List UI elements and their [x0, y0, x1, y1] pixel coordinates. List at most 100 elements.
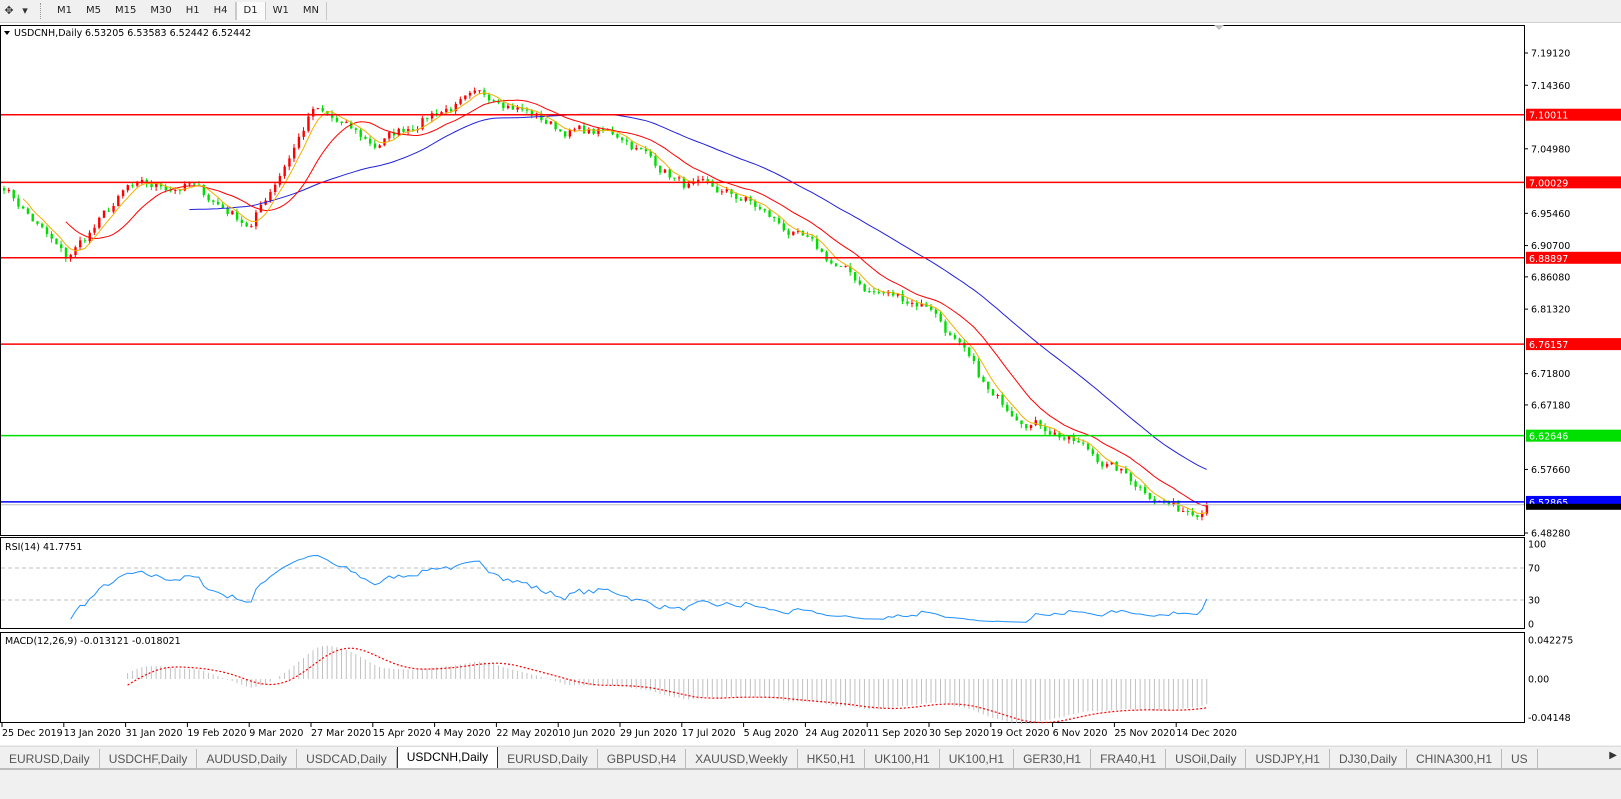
tab-us[interactable]: US: [1502, 749, 1538, 769]
tab-usdchf-daily[interactable]: USDCHF,Daily: [100, 749, 198, 769]
candle-body: [378, 145, 381, 148]
toolbar-grip[interactable]: [40, 3, 44, 19]
candle: [7, 187, 11, 193]
tab-china300-h1[interactable]: CHINA300,H1: [1407, 749, 1503, 769]
candle: [796, 228, 800, 234]
candle: [853, 271, 857, 284]
time-tick-label: 25 Nov 2020: [1114, 728, 1175, 739]
candle-body: [853, 272, 857, 281]
candle: [621, 136, 624, 144]
level-price-label: 6.62646: [1529, 432, 1568, 443]
candle-body: [26, 208, 30, 214]
candle: [1153, 495, 1156, 505]
timeframe-h4[interactable]: H4: [213, 5, 228, 16]
candle-body: [659, 165, 662, 173]
candle-body: [193, 183, 196, 185]
candle: [1148, 492, 1152, 501]
tab-fra40-h1[interactable]: FRA40,H1: [1091, 749, 1167, 769]
timeframe-mn[interactable]: MN: [302, 5, 319, 16]
candle: [454, 101, 458, 115]
candle: [887, 290, 890, 297]
candle-body: [464, 95, 467, 100]
tab-hk50-h1[interactable]: HK50,H1: [798, 749, 866, 769]
time-tick-label: 27 Mar 2020: [311, 728, 371, 739]
candle-body: [426, 118, 429, 120]
dropdown-arrow-icon[interactable]: ▾: [22, 4, 28, 17]
tab-eurusd-daily[interactable]: EURUSD,Daily: [0, 749, 100, 769]
tab-scroll-right-icon[interactable]: ▶: [1609, 750, 1617, 761]
timeframe-h1[interactable]: H1: [185, 5, 200, 16]
candle: [963, 338, 966, 352]
candle: [701, 175, 705, 182]
candle-body: [1010, 411, 1014, 417]
time-tick-label: 10 Jun 2020: [558, 728, 615, 739]
timeframe-m30[interactable]: M30: [150, 5, 172, 16]
tab-eurusd-daily[interactable]: EURUSD,Daily: [498, 749, 598, 769]
candle: [763, 208, 767, 213]
candles: [3, 87, 1209, 521]
candle: [863, 283, 866, 293]
candle-body: [725, 189, 728, 192]
candle: [563, 131, 567, 139]
chart-window[interactable]: 7.19120 7.14360 7.04980 6.95460 6.90700 6.860…: [0, 23, 1621, 745]
candle-body: [188, 183, 191, 185]
candle: [364, 135, 367, 140]
candle-body: [554, 121, 557, 130]
price-tick-label: 7.14360: [1531, 81, 1570, 92]
timeframe-w1[interactable]: W1: [272, 5, 289, 16]
candle-body: [654, 156, 657, 166]
candle-body: [706, 179, 709, 182]
candle-body: [273, 184, 277, 193]
candle: [782, 219, 786, 232]
candle: [426, 117, 429, 122]
candle: [74, 245, 77, 257]
tab-uk100-h1[interactable]: UK100,H1: [865, 749, 940, 769]
candle-body: [1034, 420, 1037, 426]
tab-xauusd-weekly[interactable]: XAUUSD,Weekly: [686, 749, 798, 769]
candle-body: [673, 177, 676, 179]
candle: [1181, 507, 1185, 513]
tab-gbpusd-h4[interactable]: GBPUSD,H4: [598, 749, 687, 769]
tab-audusd-daily[interactable]: AUDUSD,Daily: [197, 749, 298, 769]
timeframe-m15[interactable]: M15: [115, 5, 137, 16]
tab-usdjpy-h1[interactable]: USDJPY,H1: [1246, 749, 1330, 769]
candle-body: [525, 109, 529, 111]
crosshair-cursor-icon[interactable]: ✥: [4, 4, 14, 17]
candle-body: [364, 136, 367, 139]
candle-body: [901, 294, 904, 302]
tab-usdcad-daily[interactable]: USDCAD,Daily: [297, 749, 397, 769]
chart-canvas[interactable]: 7.19120 7.14360 7.04980 6.95460 6.90700 6.860…: [0, 23, 1621, 745]
candle: [98, 216, 101, 230]
candle-body: [302, 130, 305, 137]
candle-body: [1120, 468, 1123, 471]
tab-ger30-h1[interactable]: GER30,H1: [1014, 749, 1092, 769]
candle-body: [949, 332, 952, 336]
candle: [858, 276, 862, 286]
candle-body: [1015, 416, 1018, 421]
timeframe-m5[interactable]: M5: [86, 5, 101, 16]
candle: [407, 126, 410, 136]
time-tick-label: 4 May 2020: [435, 728, 491, 739]
candle-body: [549, 121, 553, 124]
tab-usoil-daily[interactable]: USOil,Daily: [1166, 749, 1247, 769]
candle: [235, 208, 239, 222]
tab-uk100-h1[interactable]: UK100,H1: [940, 749, 1015, 769]
candle-body: [150, 184, 153, 188]
candle: [430, 110, 434, 123]
candle-body: [996, 394, 999, 396]
candle: [834, 262, 838, 268]
candle-body: [663, 169, 667, 173]
timeframe-d1[interactable]: D1: [235, 2, 266, 20]
tab-usdcnh-daily[interactable]: USDCNH,Daily: [396, 747, 499, 769]
candle-body: [373, 143, 377, 148]
timeframe-m1[interactable]: M1: [57, 5, 72, 16]
tab-dj30-daily[interactable]: DJ30,Daily: [1330, 749, 1407, 769]
candle: [1015, 413, 1018, 421]
candle-body: [716, 186, 719, 193]
candle-body: [250, 226, 253, 228]
candle: [288, 155, 291, 171]
candle-body: [1096, 454, 1099, 463]
candle-body: [240, 219, 244, 223]
candle: [1129, 472, 1133, 486]
candle-body: [1191, 511, 1194, 516]
